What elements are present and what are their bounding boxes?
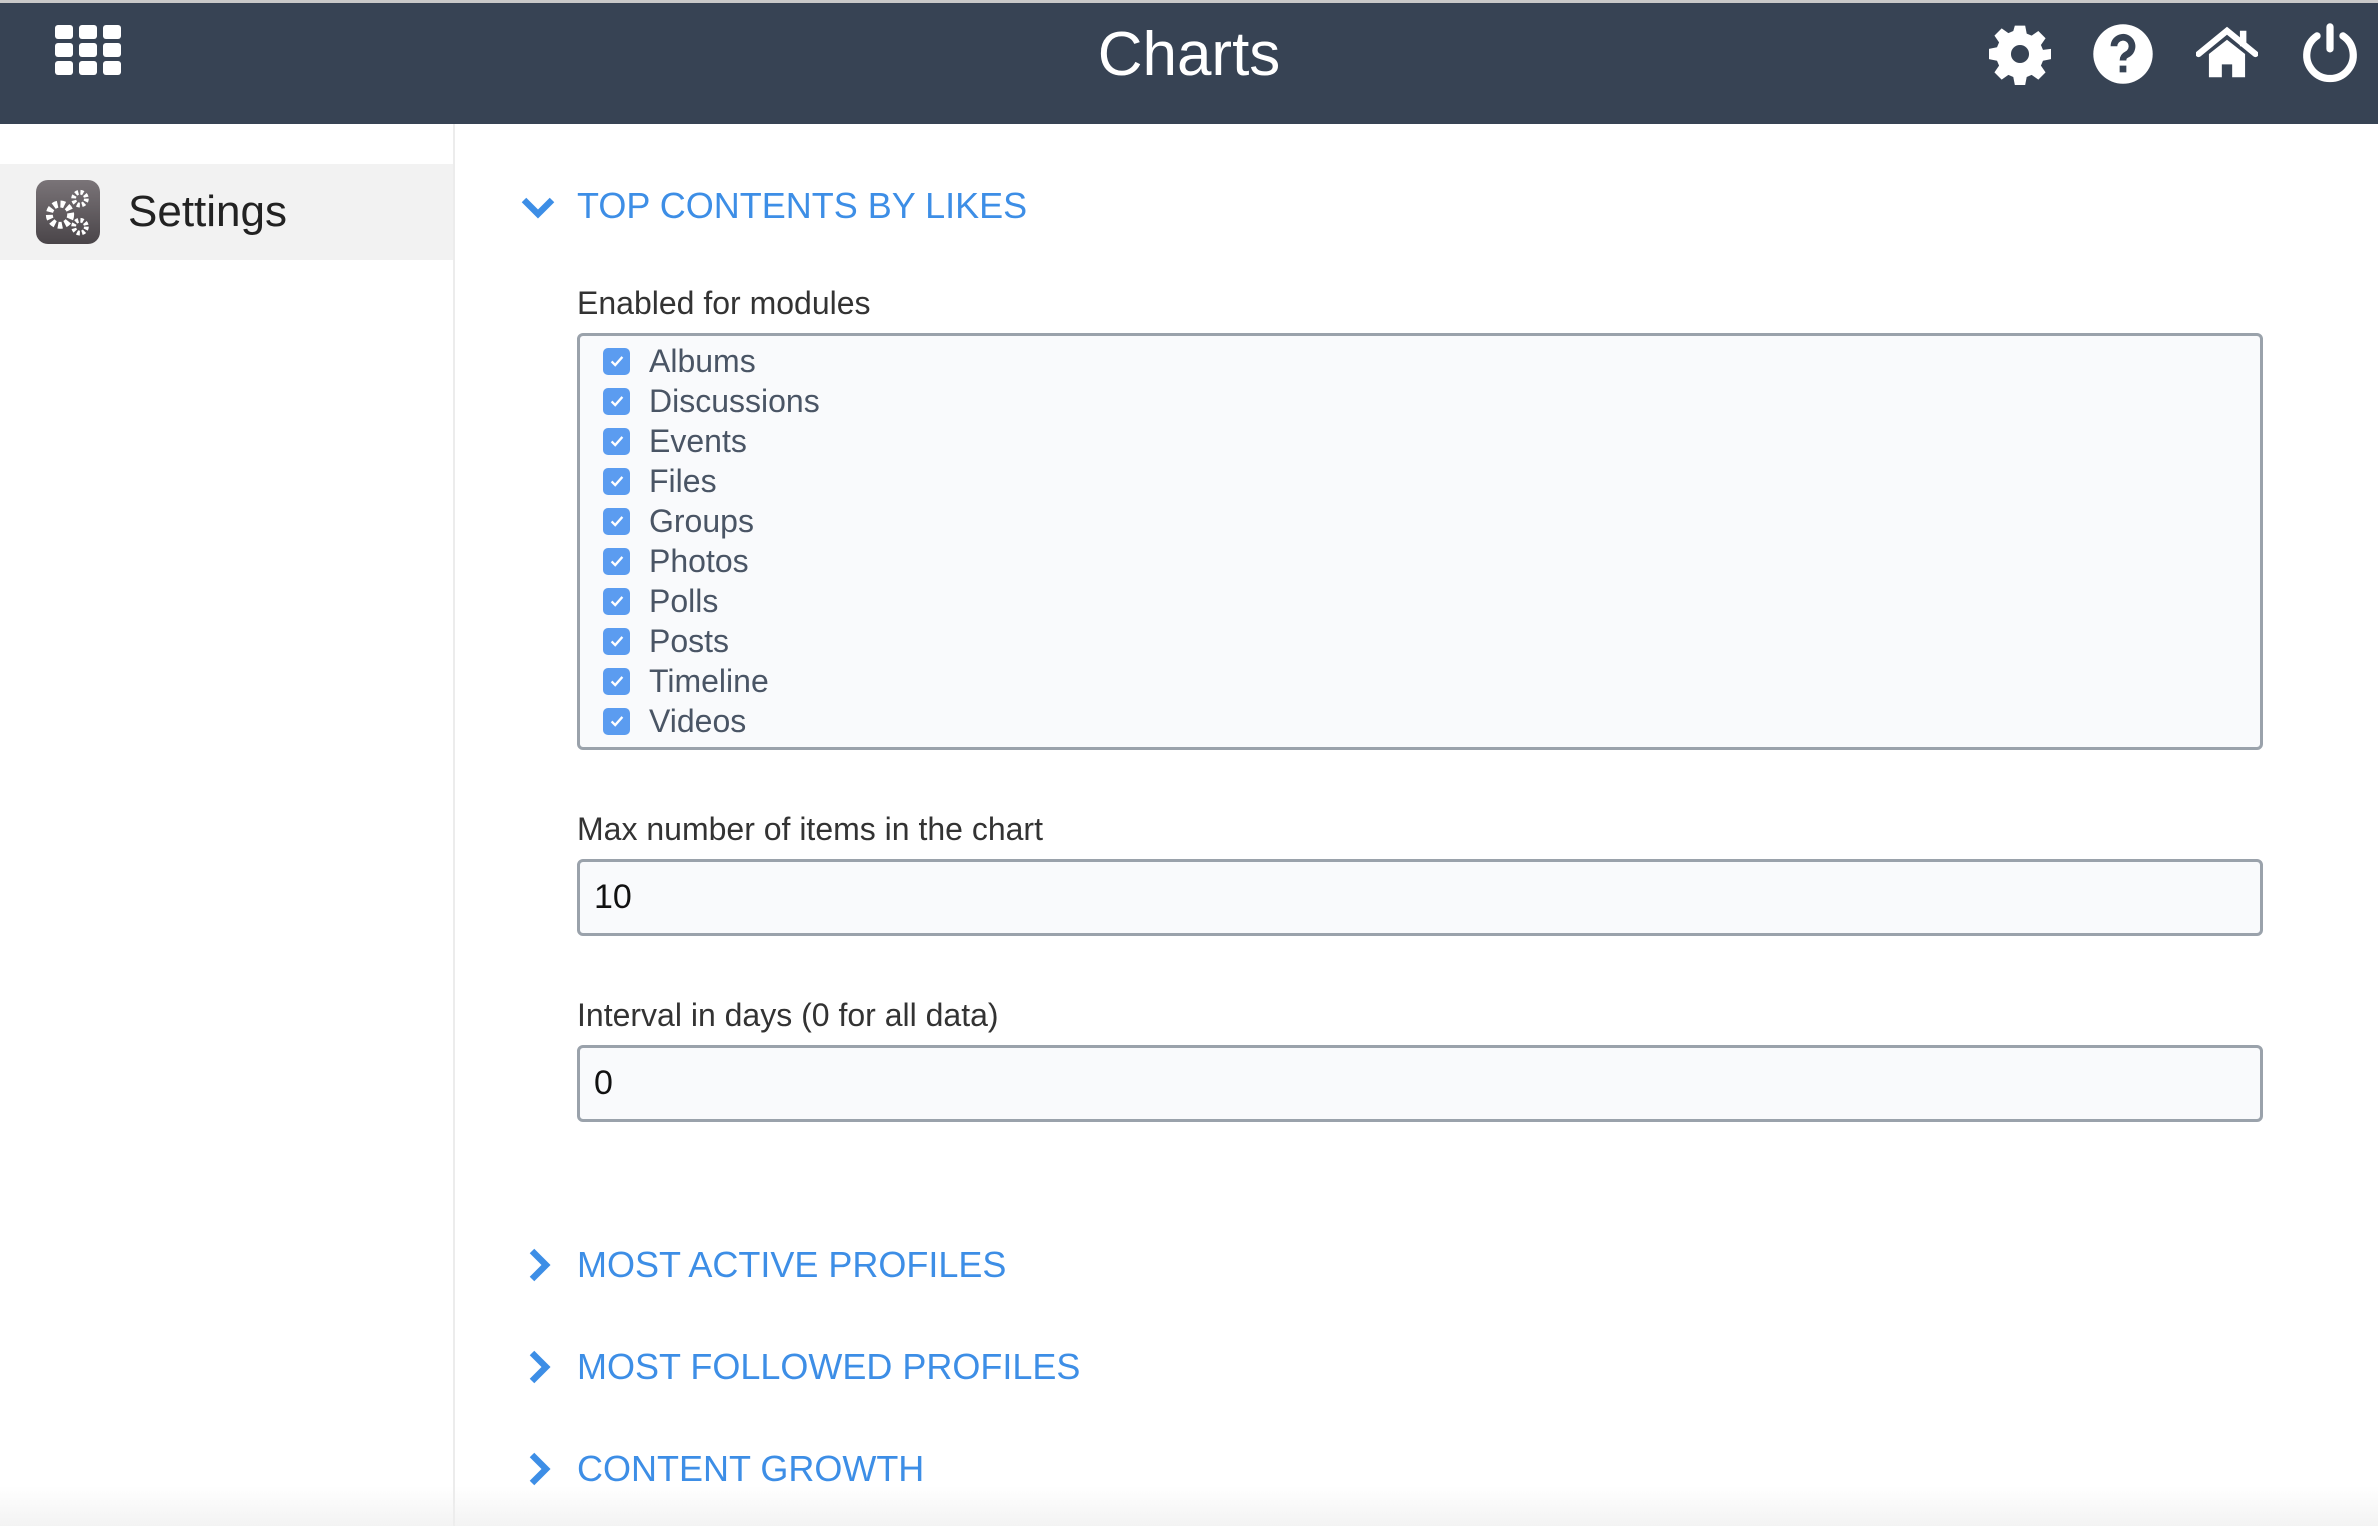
- chevron-right-icon: [529, 1452, 551, 1486]
- power-icon[interactable]: [2299, 23, 2361, 85]
- checkmark-icon: [610, 716, 623, 727]
- help-icon[interactable]: [2092, 23, 2154, 85]
- checkmark-icon: [610, 556, 623, 567]
- module-checkbox-row[interactable]: Posts: [603, 621, 729, 661]
- settings-gears-icon: [36, 180, 100, 244]
- module-label: Posts: [649, 622, 730, 659]
- module-checkbox-row[interactable]: Groups: [603, 501, 754, 541]
- section-title: TOP CONTENTS BY LIKES: [577, 185, 1028, 226]
- checkbox[interactable]: [603, 627, 630, 655]
- checkbox[interactable]: [603, 587, 630, 615]
- checkmark-icon: [610, 476, 623, 487]
- max-items-label: Max number of items in the chart: [577, 811, 1043, 847]
- module-label: Photos: [649, 542, 749, 579]
- section-collapsed[interactable]: CONTENT GROWTH: [518, 1444, 924, 1494]
- module-label: Albums: [649, 342, 756, 379]
- module-label: Events: [649, 422, 747, 459]
- checkmark-icon: [610, 436, 623, 447]
- interval-label: Interval in days (0 for all data): [577, 997, 999, 1033]
- checkmark-icon: [610, 676, 623, 687]
- module-label: Groups: [649, 502, 754, 539]
- interval-input[interactable]: [577, 1045, 2263, 1122]
- module-label: Polls: [649, 582, 719, 619]
- sidebar-item-settings[interactable]: Settings: [0, 164, 453, 260]
- modules-label: Enabled for modules: [577, 285, 871, 321]
- module-checkbox-row[interactable]: Events: [603, 421, 747, 461]
- top-bar: Charts: [0, 0, 2378, 124]
- section-collapsed[interactable]: MOST ACTIVE PROFILES: [518, 1240, 1006, 1290]
- section-title: MOST FOLLOWED PROFILES: [577, 1346, 1081, 1387]
- home-icon[interactable]: [2196, 23, 2258, 85]
- module-label: Files: [649, 462, 717, 499]
- sidebar: Settings: [0, 124, 455, 1526]
- section-title: CONTENT GROWTH: [577, 1448, 925, 1489]
- checkmark-icon: [610, 516, 623, 527]
- module-checkbox-row[interactable]: Files: [603, 461, 717, 501]
- checkbox[interactable]: [603, 347, 630, 375]
- module-label: Discussions: [649, 382, 820, 419]
- module-checkbox-row[interactable]: Discussions: [603, 381, 820, 421]
- module-label: Timeline: [649, 662, 769, 699]
- sidebar-item-label: Settings: [128, 187, 287, 236]
- checkbox[interactable]: [603, 387, 630, 415]
- section-collapsed[interactable]: MOST FOLLOWED PROFILES: [518, 1342, 1080, 1392]
- apps-grid-icon[interactable]: [55, 25, 121, 77]
- checkmark-icon: [610, 596, 623, 607]
- module-checkbox-row[interactable]: Videos: [603, 701, 746, 741]
- max-items-input[interactable]: [577, 859, 2263, 936]
- checkmark-icon: [610, 396, 623, 407]
- bottom-shade: [0, 1486, 2378, 1526]
- module-label: Videos: [649, 702, 747, 739]
- checkmark-icon: [610, 636, 623, 647]
- chevron-right-icon: [529, 1248, 551, 1282]
- checkbox[interactable]: [603, 427, 630, 455]
- page-title: Charts: [1097, 20, 1281, 89]
- checkbox[interactable]: [603, 667, 630, 695]
- checkmark-icon: [610, 356, 623, 367]
- checkbox[interactable]: [603, 507, 630, 535]
- module-checkbox-row[interactable]: Photos: [603, 541, 749, 581]
- chevron-right-icon: [529, 1350, 551, 1384]
- module-checkbox-row[interactable]: Timeline: [603, 661, 769, 701]
- settings-gear-icon[interactable]: [1989, 23, 2051, 85]
- module-checkbox-row[interactable]: Albums: [603, 341, 756, 381]
- modules-checkbox-list: Albums Discussions Events Files Groups Photos…: [577, 333, 2263, 750]
- section-title: MOST ACTIVE PROFILES: [577, 1244, 1007, 1285]
- module-checkbox-row[interactable]: Polls: [603, 581, 718, 621]
- chevron-down-icon: [521, 197, 555, 219]
- checkbox[interactable]: [603, 467, 630, 495]
- section-top-contents-by-likes[interactable]: TOP CONTENTS BY LIKES: [518, 181, 1027, 231]
- checkbox[interactable]: [603, 707, 630, 735]
- checkbox[interactable]: [603, 547, 630, 575]
